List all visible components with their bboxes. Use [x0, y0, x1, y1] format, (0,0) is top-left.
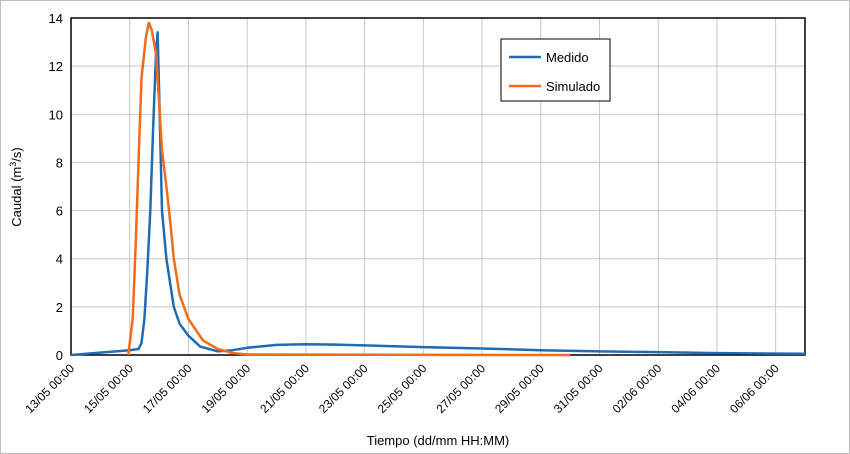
y-tick-label: 10 — [49, 107, 63, 122]
y-tick-label: 2 — [56, 300, 63, 315]
x-tick-label: 23/05 00:00 — [316, 361, 371, 416]
y-tick-label: 4 — [56, 252, 63, 267]
legend-label-medido: Medido — [546, 50, 589, 65]
legend-label-simulado: Simulado — [546, 79, 600, 94]
y-axis-title-tail: /s) — [9, 147, 24, 161]
plot-area — [70, 17, 806, 356]
y-tick-label: 14 — [49, 11, 63, 26]
y-tick-label: 6 — [56, 204, 63, 219]
x-tick-label: 27/05 00:00 — [433, 361, 488, 416]
y-axis-title-main: Caudal (m — [9, 167, 24, 227]
series-line-simulado — [127, 21, 571, 357]
y-axis-ticks: 0 2 4 6 8 10 12 14 — [49, 11, 63, 363]
x-tick-label: 02/06 00:00 — [610, 361, 665, 416]
series-line-medido — [70, 31, 806, 357]
x-tick-label: 17/05 00:00 — [140, 361, 195, 416]
x-tick-label: 31/05 00:00 — [551, 361, 606, 416]
x-tick-label: 15/05 00:00 — [81, 361, 136, 416]
x-tick-label: 21/05 00:00 — [257, 361, 312, 416]
gridlines — [71, 18, 805, 355]
x-tick-label: 13/05 00:00 — [22, 361, 77, 416]
series-lines — [70, 21, 806, 357]
x-tick-label: 19/05 00:00 — [199, 361, 254, 416]
x-tick-label: 06/06 00:00 — [727, 361, 782, 416]
x-tick-label: 29/05 00:00 — [492, 361, 547, 416]
legend: Medido Simulado — [500, 38, 611, 102]
x-axis-ticks: 13/05 00:00 15/05 00:00 17/05 00:00 19/05 0… — [22, 361, 782, 416]
y-tick-label: 12 — [49, 59, 63, 74]
x-axis-title: Tiempo (dd/mm HH:MM) — [367, 433, 510, 448]
y-tick-label: 8 — [56, 155, 63, 170]
x-tick-label: 25/05 00:00 — [375, 361, 430, 416]
y-axis-title-superscript: 3 — [8, 162, 18, 167]
y-tick-label: 0 — [56, 348, 63, 363]
y-axis-title: Caudal (m3/s) — [8, 147, 24, 226]
legend-box — [500, 38, 611, 102]
x-tick-label: 04/06 00:00 — [668, 361, 723, 416]
